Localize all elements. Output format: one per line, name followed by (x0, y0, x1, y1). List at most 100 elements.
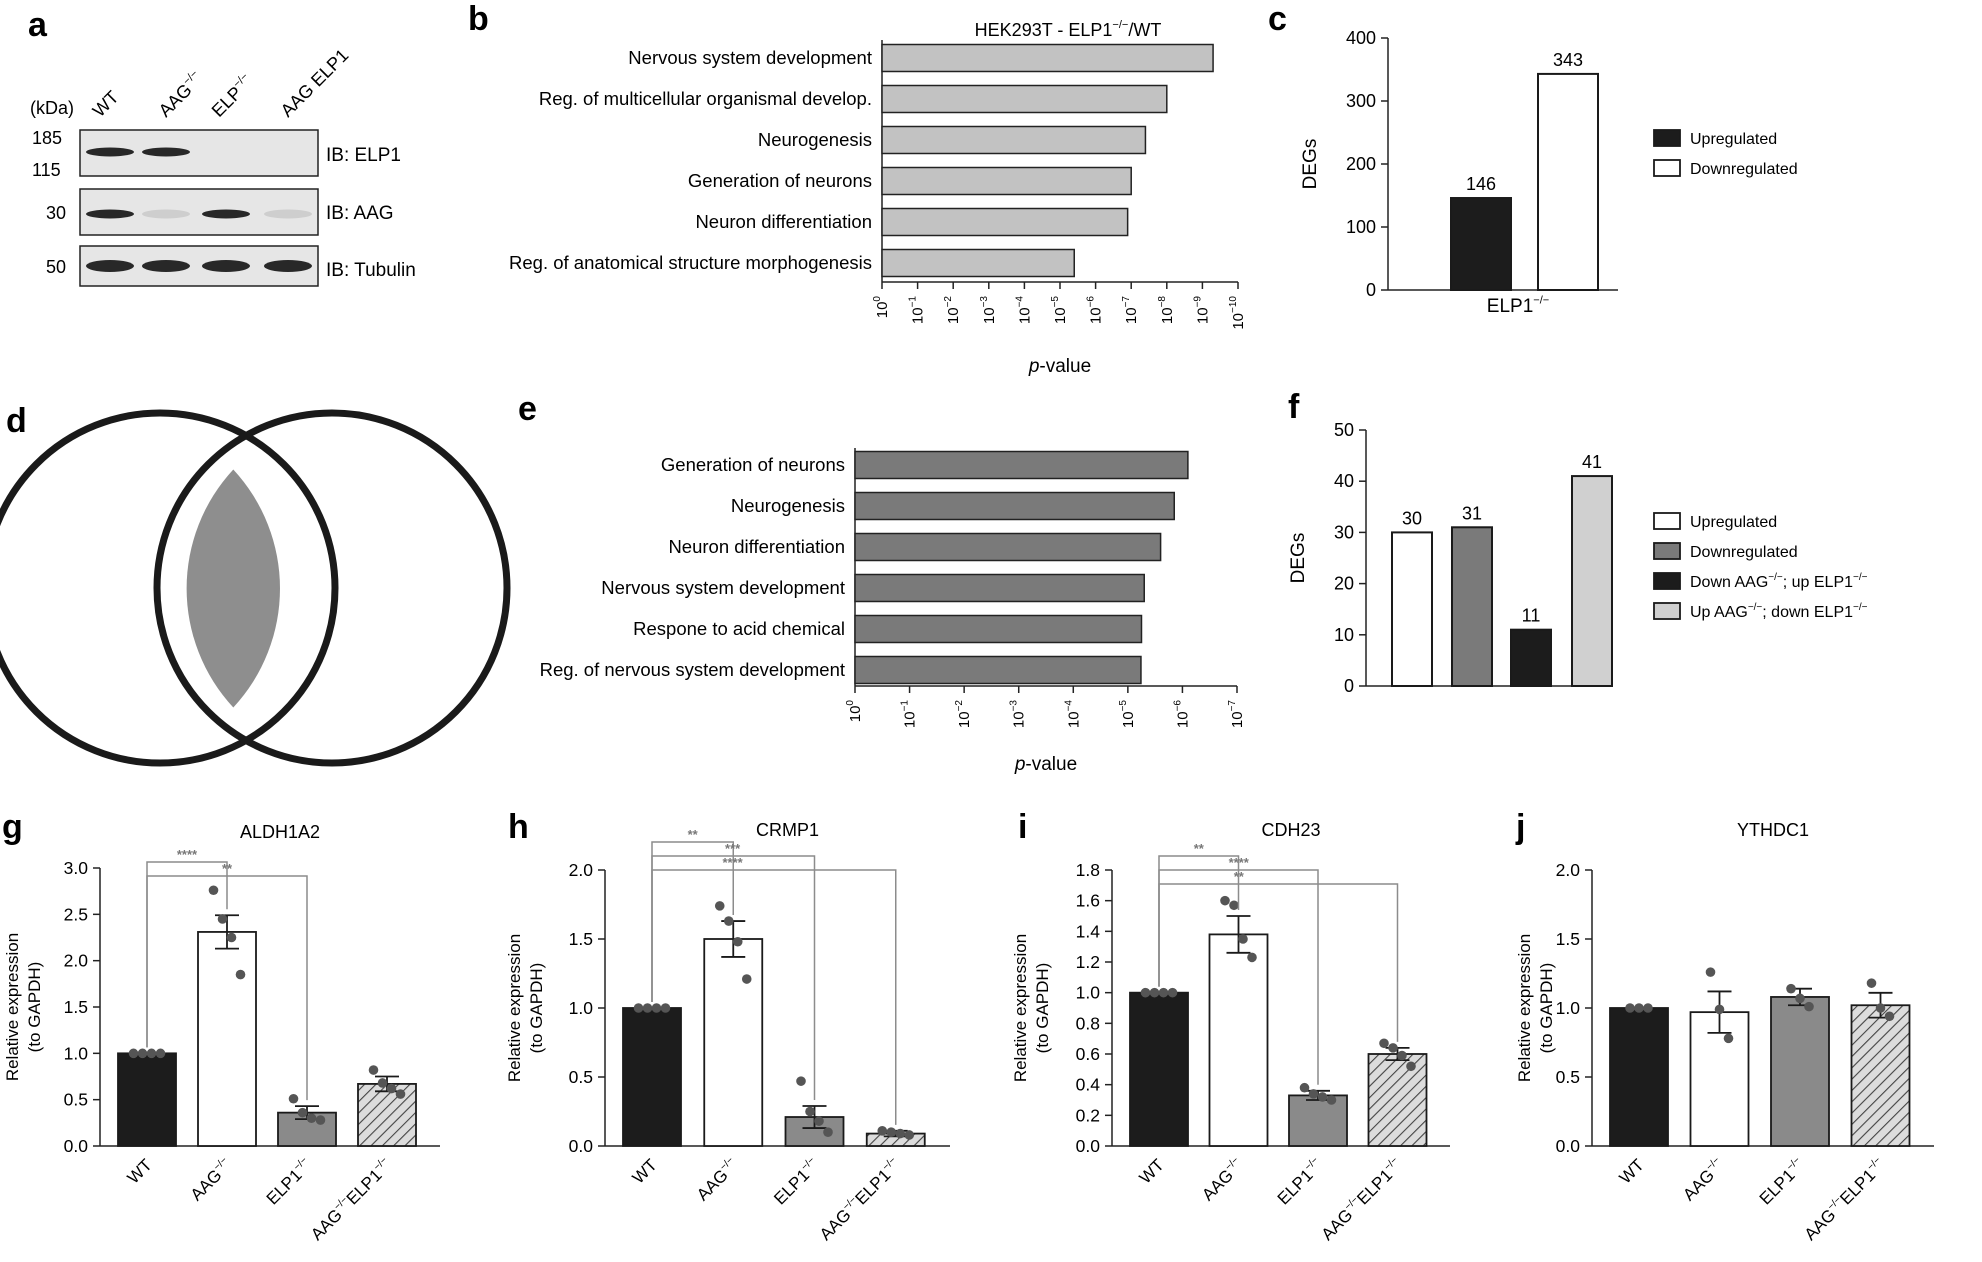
chart-i-point-2-0 (1299, 1082, 1310, 1093)
chart-f-ytick-label-2: 20 (1334, 574, 1354, 594)
chart-h-bar-0 (622, 1007, 682, 1147)
chart-j-point-0-1 (1634, 1003, 1644, 1013)
chart-i-ylabel-line-0: Relative expression (1011, 934, 1030, 1082)
chart-f-legend-swatch-3 (1653, 602, 1681, 620)
chart-e-xtick-label-4: 10−4 (1063, 700, 1082, 729)
chart-c-ytick-label-3: 300 (1346, 91, 1376, 111)
marker-185: 185 (32, 128, 62, 148)
chart-g-point-2-1 (297, 1107, 308, 1118)
chart-j-ytick-label-2: 1.0 (1556, 998, 1581, 1018)
chart-b-xtick-label-1: 10−1 (908, 296, 927, 325)
chart-e-xlabel-p: p (1014, 754, 1026, 775)
chart-j-bar-1 (1689, 1011, 1750, 1147)
chart-c-legend-label-0: Upregulated (1690, 131, 1777, 148)
chart-b-xtick-label-2: 10−2 (943, 296, 962, 325)
deg-count-chart-c: 0 100 200 300 400 DEGs 146 343 ELP1−/− Upregulate… (1300, 28, 1798, 317)
blot-band-row2-lane3 (264, 260, 312, 272)
blot-strip-aag (79, 188, 319, 236)
chart-b-xtick-label-6: 10−6 (1086, 296, 1105, 325)
chart-b-xtick-base-3: 10 (981, 307, 998, 324)
chart-h-point-1-1 (723, 916, 734, 926)
chart-g-bar-0 (117, 1052, 177, 1147)
chart-h-ytick-label-1: 0.5 (569, 1067, 593, 1087)
qpcr-chart-i: CDH23 0.0 0.2 0.4 0.6 0.8 1.0 1.2 1.4 1.6 1.8 Relat… (1011, 820, 1450, 1244)
chart-g-point-3-1 (377, 1078, 388, 1088)
chart-g-sig-bracket-1 (146, 875, 308, 1101)
chart-c-data-label-0: 146 (1466, 174, 1496, 194)
chart-i-xtick-label-0-part-0: WT (1136, 1155, 1168, 1187)
chart-e-xtick-label-1: 10−1 (900, 700, 919, 729)
chart-i-point-0-3 (1167, 987, 1178, 998)
chart-b-xtick-label-7: 10−7 (1121, 296, 1140, 325)
chart-j-xtick-label-3: AAG−/−ELP1−/− (1800, 1155, 1889, 1244)
chart-c-legend-swatch-1 (1653, 159, 1681, 177)
chart-i-point-2-1 (1308, 1089, 1319, 1099)
chart-b-bar-0 (881, 43, 1214, 73)
chart-f-legend-label-2-part-2: ; up ELP1 (1783, 574, 1853, 591)
chart-b-bar-2 (881, 125, 1147, 155)
chart-g-ytick-label-3: 1.5 (64, 997, 88, 1017)
chart-g-sig-label-1: ** (222, 861, 233, 876)
chart-g-bar-1 (197, 931, 257, 1147)
chart-h-point-0-0 (633, 1003, 644, 1013)
panel-letter-a: a (28, 6, 48, 44)
blot-band-row1-lane3 (264, 209, 312, 219)
chart-e-xtick-exp-2: −2 (954, 700, 965, 712)
chart-b-xtick-exp-4: −4 (1014, 296, 1025, 308)
chart-i-bar-0 (1129, 991, 1189, 1147)
chart-h-point-1-2 (732, 936, 743, 947)
chart-g-point-2-3 (315, 1115, 326, 1125)
chart-h-xtick-label-3: AAG−/−ELP1−/− (815, 1155, 904, 1244)
chart-b-xtick-base-1: 10 (910, 307, 927, 324)
venn-circle-elp1 (153, 409, 511, 767)
qpcr-chart-g: ALDH1A2 0.0 0.5 1.0 1.5 2.0 2.5 3.0 Relative exp… (3, 822, 440, 1244)
panel-letter-j: j (1515, 808, 1525, 846)
chart-h-ylabel-line-0: Relative expression (505, 934, 524, 1082)
chart-g-ytick-label-4: 2.0 (64, 951, 89, 971)
blot-bands (86, 147, 312, 272)
panel-letter-b: b (468, 0, 489, 38)
chart-j-ylabel-line-1: (to GAPDH) (1537, 963, 1556, 1054)
chart-f-legend-label-2-part-0: Down AAG (1690, 574, 1768, 591)
blot-band-row2-lane0 (86, 260, 134, 272)
chart-f-data-label-3: 41 (1582, 452, 1602, 472)
chart-e-xtick-base-1: 10 (902, 711, 919, 728)
chart-g-point-0-0 (128, 1048, 139, 1059)
chart-f-data-label-1: 31 (1462, 503, 1482, 523)
chart-j-point-2-1 (1795, 993, 1805, 1004)
chart-f-bar-1 (1451, 526, 1493, 688)
chart-j-point-3-2 (1884, 1011, 1895, 1022)
chart-i-sig-label-2: ** (1234, 869, 1245, 884)
chart-j-ylabel: Relative expression (to GAPDH) (1515, 934, 1556, 1082)
venn-diagram-d (0, 409, 511, 767)
chart-b-xtick-base-7: 10 (1123, 307, 1140, 324)
panel-letter-i: i (1018, 808, 1027, 846)
chart-b-xtick-exp-7: −7 (1121, 296, 1132, 308)
chart-i-point-1-1 (1229, 900, 1239, 911)
chart-g-point-0-1 (137, 1048, 148, 1059)
chart-j-title: YTHDC1 (1737, 820, 1809, 840)
chart-b-category-4: Neuron differentiation (695, 211, 872, 232)
chart-h-point-2-1 (805, 1106, 815, 1117)
chart-f-bar-2 (1510, 628, 1552, 687)
chart-e-xtick-base-5: 10 (1120, 711, 1137, 728)
chart-b-xtick-label-9: 10−9 (1192, 296, 1211, 325)
chart-b-xtick-base-9: 10 (1194, 307, 1211, 324)
chart-e-xtick-base-0: 10 (847, 706, 864, 723)
chart-b-xtick-base-5: 10 (1052, 307, 1069, 324)
panel-letter-f: f (1288, 388, 1300, 426)
chart-i-ytick-label-9: 1.8 (1076, 860, 1100, 880)
chart-f-legend-swatch-0 (1653, 512, 1681, 530)
chart-g-ytick-label-2: 1.0 (64, 1043, 89, 1063)
chart-i-point-1-3 (1247, 952, 1257, 963)
chart-b-xtick-exp-0: 0 (872, 296, 883, 302)
chart-g-ylabel-line-1: (to GAPDH) (25, 962, 44, 1053)
chart-h-point-3-0 (877, 1126, 888, 1136)
chart-b-xtick-exp-9: −9 (1192, 296, 1203, 308)
chart-b-category-2: Neurogenesis (758, 129, 872, 150)
chart-e-xtick-label-7: 10−7 (1227, 700, 1246, 729)
blot-row-label-elp1: IB: ELP1 (326, 145, 401, 166)
chart-i-ytick-label-8: 1.6 (1076, 891, 1100, 911)
chart-h-point-3-1 (886, 1127, 897, 1137)
